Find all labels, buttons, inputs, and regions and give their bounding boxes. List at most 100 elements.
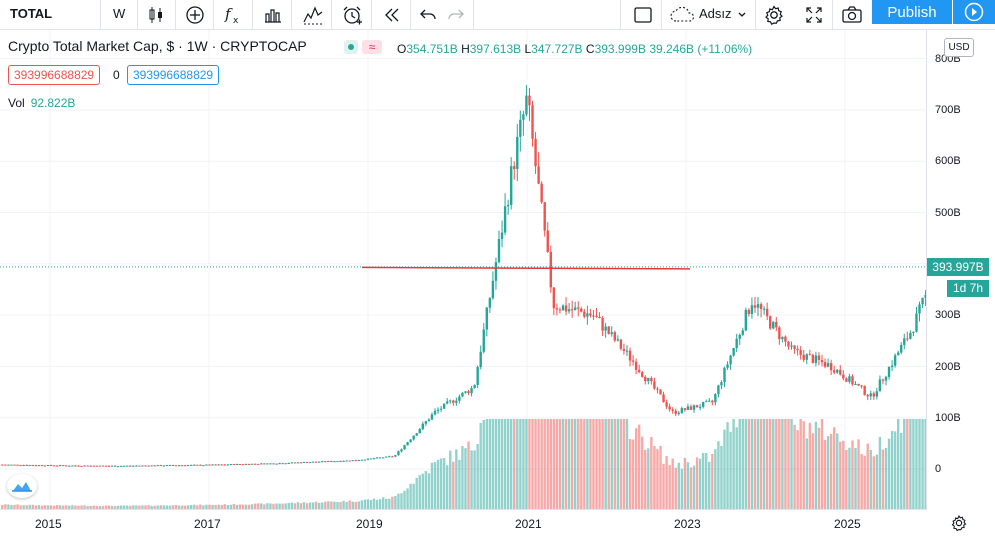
volume-bar	[714, 449, 717, 509]
volume-bar	[741, 419, 744, 509]
volume-bar	[244, 504, 248, 509]
fullscreen-icon[interactable]	[802, 3, 826, 27]
sell-price-box[interactable]: 393996688829	[8, 65, 101, 85]
gear-icon[interactable]	[762, 3, 786, 27]
candle-body	[494, 262, 498, 281]
candle-body	[357, 460, 361, 462]
volume-bar	[912, 419, 915, 509]
volume-bar	[534, 419, 537, 509]
chart-settings-icon[interactable]	[950, 514, 968, 537]
volume-bar	[107, 505, 111, 509]
candle-body	[790, 345, 793, 347]
volume-bar	[455, 449, 458, 509]
toolbar-divider	[661, 0, 662, 30]
candles-icon[interactable]	[144, 3, 168, 27]
candle-body	[382, 457, 385, 459]
candle-body	[811, 354, 815, 363]
candle-body	[912, 331, 915, 333]
candle-body	[101, 465, 105, 467]
buy-price-box[interactable]: 393996688829	[127, 65, 220, 85]
price-chart[interactable]	[0, 30, 926, 509]
candle-body	[616, 339, 620, 341]
templates-icon[interactable]	[301, 3, 325, 27]
volume-bar	[461, 446, 464, 509]
candle-body	[190, 464, 193, 466]
volume-bar	[4, 504, 7, 509]
layout-name[interactable]: Adsız	[699, 6, 732, 21]
add-indicator-icon[interactable]	[183, 3, 207, 27]
volume-bar	[823, 440, 827, 509]
volume-bar	[311, 502, 315, 509]
volume-bar	[729, 431, 732, 509]
volume-bar	[321, 502, 324, 509]
chevron-down-icon[interactable]	[733, 3, 751, 27]
high-key: H	[461, 42, 470, 56]
currency-button[interactable]: USD	[944, 38, 974, 57]
camera-icon[interactable]	[840, 3, 864, 27]
volume-bar	[174, 505, 178, 509]
volume-bar	[793, 424, 796, 509]
volume-bar	[671, 458, 674, 509]
candle-body	[269, 463, 272, 465]
volume-bar	[781, 419, 784, 509]
cloud-icon[interactable]	[669, 3, 697, 27]
compare-icon[interactable]	[261, 3, 285, 27]
candle-body	[113, 465, 117, 467]
volume-bar	[881, 449, 885, 509]
candle-body	[552, 287, 556, 309]
y-tick-label: 300B	[935, 309, 961, 321]
candle-body	[601, 318, 604, 331]
volume-bar	[784, 419, 787, 509]
volume-bar	[595, 419, 598, 509]
candle-body	[826, 363, 830, 367]
interval-button[interactable]: W	[113, 6, 126, 21]
candle-body	[900, 344, 903, 353]
x-tick-label: 2021	[515, 517, 542, 531]
alert-icon[interactable]	[340, 3, 364, 27]
volume-bar	[452, 461, 455, 509]
candle-body	[159, 465, 162, 467]
candle-body	[403, 445, 406, 450]
candle-body	[150, 465, 153, 467]
candle-body	[257, 463, 260, 465]
toolbar-divider	[252, 0, 253, 30]
candle-body	[775, 321, 778, 328]
candle-body	[896, 352, 900, 356]
volume-bar	[55, 505, 59, 509]
volume-bar	[826, 436, 830, 509]
play-icon[interactable]	[953, 0, 995, 24]
candle-body	[385, 456, 388, 458]
candle-body	[558, 309, 562, 311]
volume-bar	[528, 419, 531, 509]
volume-bar	[650, 437, 653, 509]
tradingview-logo[interactable]	[7, 474, 37, 498]
symbol-search[interactable]: TOTAL	[10, 6, 53, 21]
candle-body	[266, 463, 269, 465]
low-value: 347.727B	[531, 42, 583, 56]
undo-icon[interactable]	[416, 3, 440, 27]
candle-body	[522, 114, 525, 120]
volume-bar	[616, 419, 620, 509]
candle-body	[19, 465, 22, 467]
candle-body	[665, 402, 668, 407]
volume-value: 92.822B	[30, 96, 76, 110]
volume-bar	[406, 488, 409, 509]
volume-bar	[263, 504, 266, 509]
candle-body	[692, 405, 696, 410]
candle-body	[705, 401, 708, 403]
volume-bar	[7, 504, 10, 509]
fullscreen-square-icon[interactable]	[631, 3, 655, 27]
y-tick-label: 200B	[935, 361, 961, 373]
candle-body	[628, 350, 632, 361]
x-tick-label: 2017	[194, 517, 221, 531]
time-axis[interactable]: 2015 2017 2019 2021 2023 2025	[0, 509, 926, 539]
volume-bar	[805, 438, 808, 509]
publish-button[interactable]: Publish	[872, 0, 952, 24]
candle-body	[485, 307, 489, 330]
replay-icon[interactable]	[380, 3, 404, 27]
volume-bar	[464, 448, 467, 509]
volume-bar	[546, 419, 549, 509]
volume-bar	[31, 504, 34, 509]
redo-icon[interactable]	[444, 3, 468, 27]
